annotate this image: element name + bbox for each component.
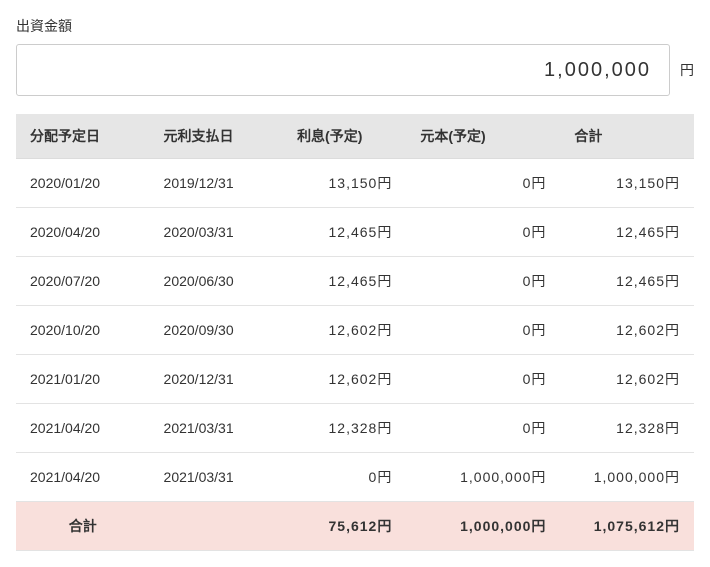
cell-principal: 0円 [406,404,560,453]
cell-payment-date: 2020/06/30 [150,257,284,306]
cell-principal: 0円 [406,159,560,208]
total-interest: 75,612円 [283,502,406,551]
cell-interest: 12,328円 [283,404,406,453]
cell-total: 12,465円 [560,257,694,306]
cell-interest: 12,602円 [283,355,406,404]
investment-amount-label: 出資金額 [16,16,694,36]
header-total: 合計 [560,114,694,159]
cell-interest: 12,465円 [283,208,406,257]
distribution-schedule-table: 分配予定日 元利支払日 利息(予定) 元本(予定) 合計 2020/01/202… [16,114,694,551]
header-distribution-date: 分配予定日 [16,114,150,159]
cell-total: 13,150円 [560,159,694,208]
cell-total: 12,602円 [560,306,694,355]
table-row: 2021/04/202021/03/3112,328円0円12,328円 [16,404,694,453]
cell-interest: 12,602円 [283,306,406,355]
table-header-row: 分配予定日 元利支払日 利息(予定) 元本(予定) 合計 [16,114,694,159]
cell-principal: 0円 [406,306,560,355]
investment-amount-input[interactable] [16,44,670,96]
cell-total: 12,602円 [560,355,694,404]
cell-payment-date: 2019/12/31 [150,159,284,208]
investment-unit: 円 [680,60,694,80]
cell-total: 12,465円 [560,208,694,257]
header-principal: 元本(予定) [406,114,560,159]
total-label: 合計 [16,502,150,551]
table-row: 2020/10/202020/09/3012,602円0円12,602円 [16,306,694,355]
table-row: 2020/01/202019/12/3113,150円0円13,150円 [16,159,694,208]
cell-principal: 0円 [406,208,560,257]
header-interest: 利息(予定) [283,114,406,159]
cell-interest: 0円 [283,453,406,502]
table-total-row: 合計 75,612円1,000,000円1,075,612円 [16,502,694,551]
cell-distribution-date: 2020/07/20 [16,257,150,306]
total-total: 1,075,612円 [560,502,694,551]
total-principal: 1,000,000円 [406,502,560,551]
cell-payment-date: 2020/09/30 [150,306,284,355]
cell-principal: 1,000,000円 [406,453,560,502]
table-row: 2021/04/202021/03/310円1,000,000円1,000,00… [16,453,694,502]
table-row: 2020/04/202020/03/3112,465円0円12,465円 [16,208,694,257]
cell-total: 1,000,000円 [560,453,694,502]
cell-payment-date: 2021/03/31 [150,404,284,453]
cell-distribution-date: 2020/04/20 [16,208,150,257]
cell-distribution-date: 2020/01/20 [16,159,150,208]
header-payment-date: 元利支払日 [150,114,284,159]
table-row: 2021/01/202020/12/3112,602円0円12,602円 [16,355,694,404]
cell-distribution-date: 2021/04/20 [16,404,150,453]
table-row: 2020/07/202020/06/3012,465円0円12,465円 [16,257,694,306]
cell-interest: 13,150円 [283,159,406,208]
cell-payment-date: 2020/12/31 [150,355,284,404]
cell-distribution-date: 2020/10/20 [16,306,150,355]
cell-distribution-date: 2021/01/20 [16,355,150,404]
total-payment-date [150,502,284,551]
cell-total: 12,328円 [560,404,694,453]
cell-principal: 0円 [406,257,560,306]
cell-interest: 12,465円 [283,257,406,306]
investment-input-row: 円 [16,44,694,96]
cell-principal: 0円 [406,355,560,404]
cell-payment-date: 2021/03/31 [150,453,284,502]
cell-payment-date: 2020/03/31 [150,208,284,257]
cell-distribution-date: 2021/04/20 [16,453,150,502]
